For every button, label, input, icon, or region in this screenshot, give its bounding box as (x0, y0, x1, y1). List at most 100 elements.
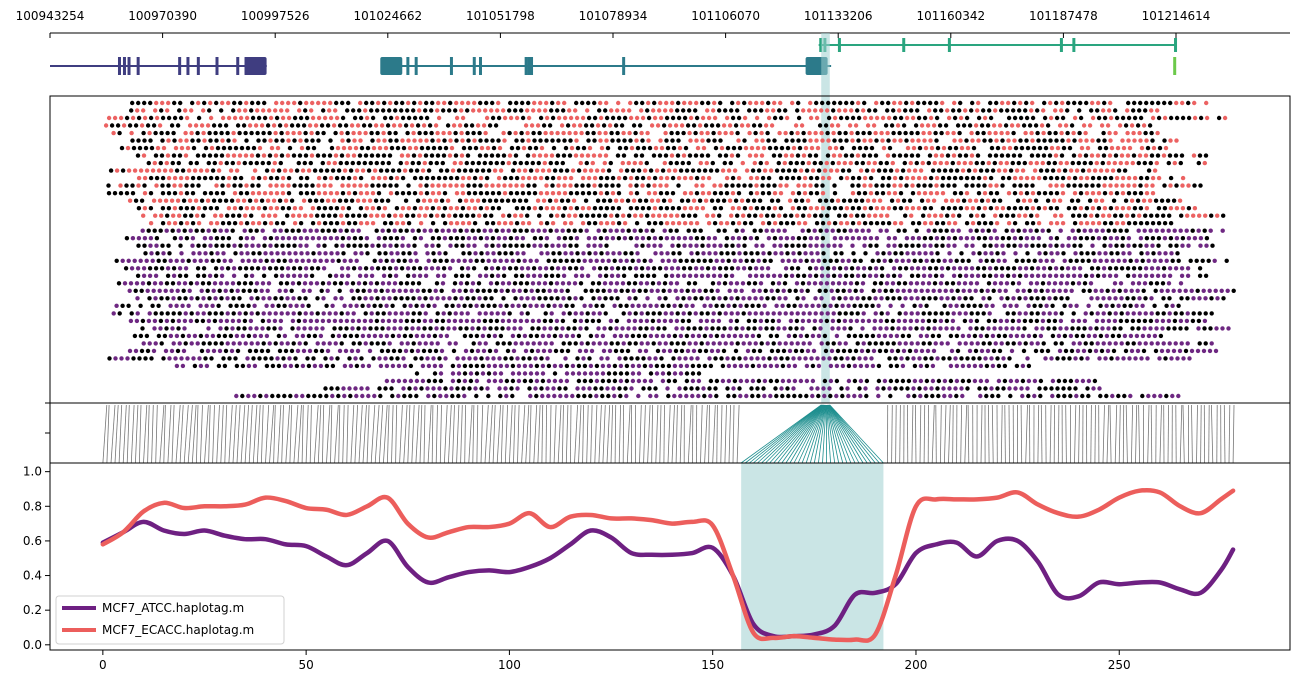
read-dot (178, 115, 184, 121)
read-dot (429, 266, 435, 271)
read-dot (387, 273, 393, 278)
read-dot (1101, 266, 1107, 271)
read-dot (724, 115, 730, 121)
read-dot (931, 123, 937, 128)
read-dot (832, 115, 838, 121)
read-dot (214, 138, 219, 143)
read-dot (447, 296, 452, 301)
read-dot (975, 130, 980, 136)
read-dot (668, 318, 674, 324)
read-dot (188, 281, 194, 286)
read-dot (541, 198, 547, 203)
read-dot (664, 236, 670, 241)
read-dot (862, 236, 868, 241)
read-dot (274, 100, 279, 106)
read-dot (747, 273, 753, 278)
read-dot (340, 243, 345, 248)
read-dot (127, 288, 132, 293)
read-dot (887, 145, 893, 151)
read-dot (574, 191, 580, 196)
read-dot (992, 160, 997, 166)
read-dot (760, 138, 765, 143)
read-dot (1036, 138, 1041, 143)
read-dot (976, 191, 982, 196)
read-dot (645, 311, 650, 316)
read-dot (453, 153, 459, 158)
read-dot (562, 175, 568, 181)
read-dot (981, 311, 986, 316)
read-dot (208, 243, 213, 248)
read-dot (904, 206, 910, 211)
read-dot (401, 145, 407, 151)
read-dot (982, 183, 987, 188)
read-dot (1022, 108, 1028, 113)
read-dot (843, 108, 848, 113)
read-dot (496, 221, 502, 226)
read-dot (1072, 221, 1078, 226)
read-dot (600, 303, 605, 308)
read-dot (329, 145, 335, 151)
read-dot (196, 206, 202, 211)
read-dot (986, 281, 992, 286)
read-dot (1137, 108, 1142, 113)
read-dot (723, 296, 728, 301)
read-dot (415, 198, 421, 203)
read-dot (777, 296, 782, 301)
read-dot (412, 236, 418, 241)
read-dot (721, 198, 727, 203)
read-dot (634, 183, 639, 188)
read-dot (688, 243, 693, 248)
read-dot (916, 221, 922, 226)
read-dot (638, 326, 643, 331)
read-dot (640, 183, 645, 188)
read-dot (759, 108, 764, 113)
read-dot (568, 115, 574, 121)
read-dot (1080, 168, 1086, 173)
read-dot (243, 130, 248, 136)
read-dot (1114, 206, 1120, 211)
read-dot (962, 281, 968, 286)
read-dot (1186, 236, 1192, 241)
read-dot (832, 191, 838, 196)
read-dot (1113, 213, 1118, 218)
read-dot (232, 138, 237, 143)
read-dot (874, 243, 879, 248)
read-dot (261, 266, 267, 271)
read-dot (807, 266, 813, 271)
read-dot (710, 318, 716, 324)
read-dot (453, 273, 459, 278)
read-dot (653, 251, 658, 256)
read-dot (316, 243, 321, 248)
read-dot (544, 236, 550, 241)
read-dot (653, 145, 659, 151)
read-dot (544, 138, 549, 143)
read-dot (1178, 318, 1184, 324)
read-dot (369, 296, 374, 301)
read-dot (856, 236, 862, 241)
read-dot (244, 191, 250, 196)
read-dot (826, 175, 832, 181)
read-dot (1085, 251, 1090, 256)
read-dot (429, 296, 434, 301)
read-dot (165, 311, 170, 316)
read-dot (759, 273, 765, 278)
read-dot (709, 123, 715, 128)
read-dot (722, 228, 727, 233)
read-dot (478, 100, 483, 106)
read-dot (997, 123, 1003, 128)
read-dot (535, 123, 541, 128)
read-dot (1048, 191, 1054, 196)
read-dot (1088, 228, 1093, 233)
read-dot (1094, 318, 1100, 324)
read-dot (612, 258, 617, 263)
read-dot (985, 123, 991, 128)
read-dot (603, 266, 609, 271)
read-dot (1144, 206, 1150, 211)
read-dot (1005, 296, 1010, 301)
read-dot (892, 115, 898, 121)
read-dot (279, 311, 284, 316)
read-dot (529, 288, 534, 293)
read-dot (1006, 191, 1012, 196)
read-dot (370, 175, 376, 181)
read-dot (435, 130, 440, 136)
